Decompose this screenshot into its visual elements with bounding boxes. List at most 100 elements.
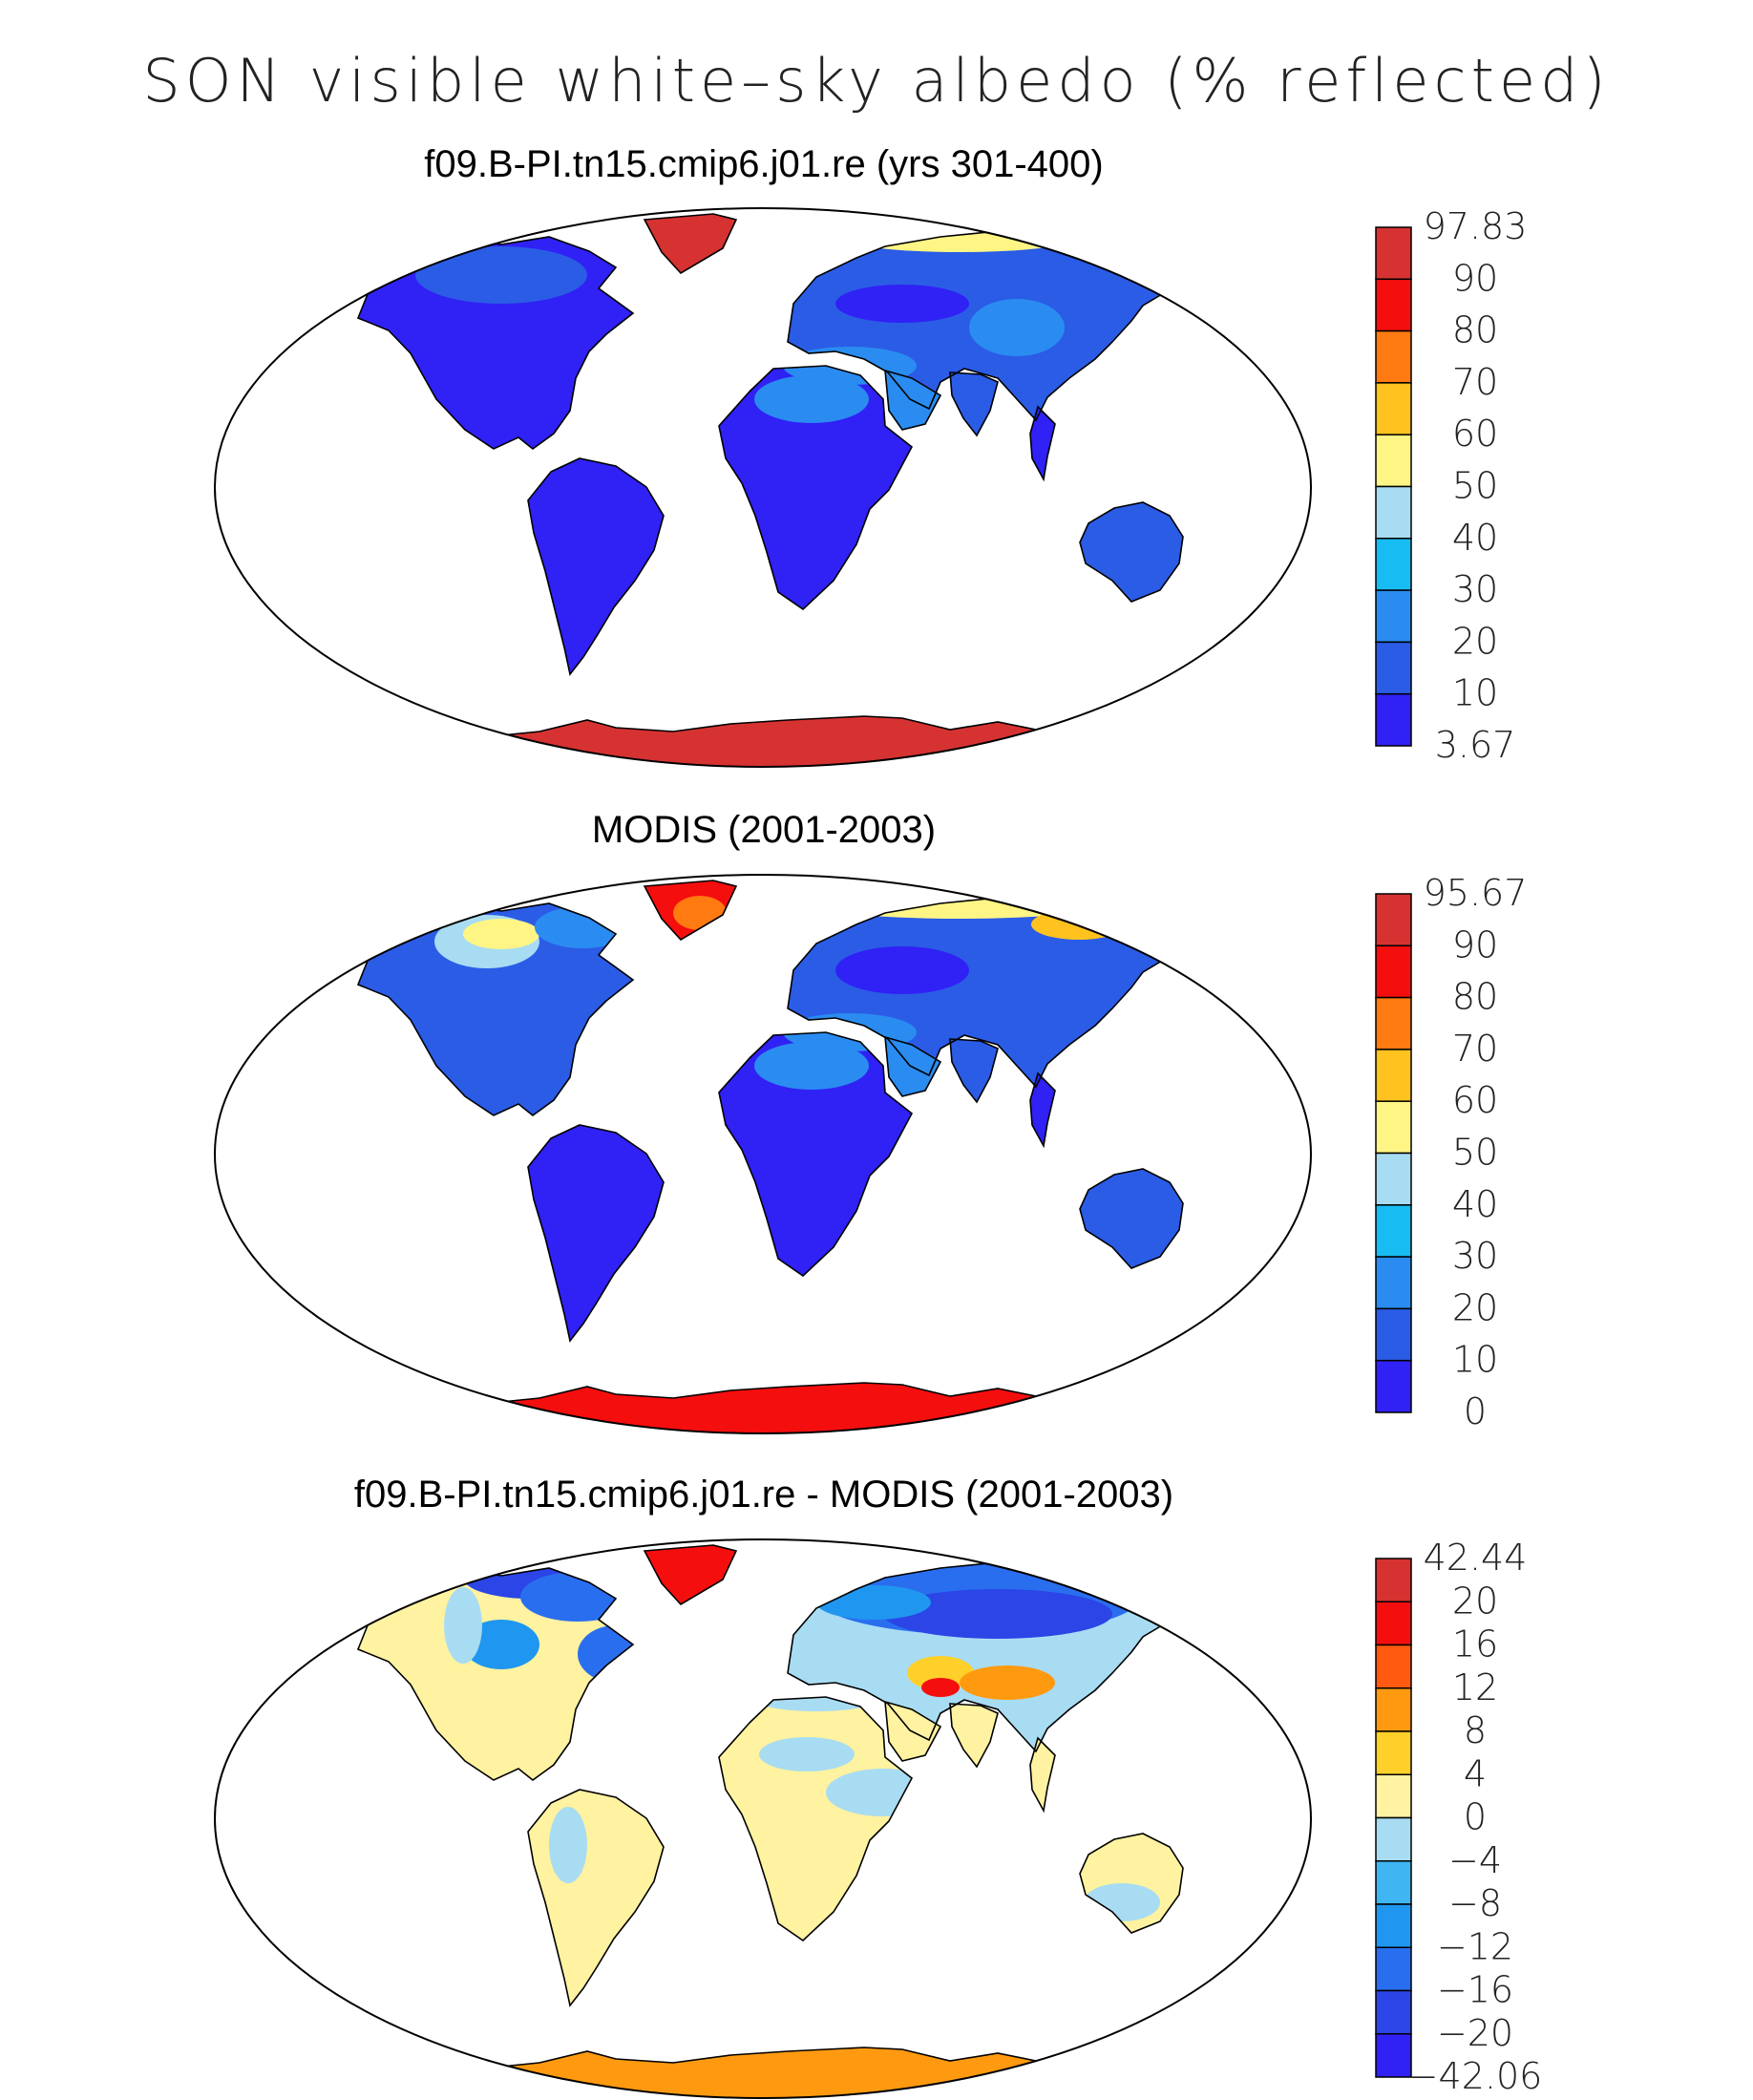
seasia-region bbox=[1030, 1073, 1055, 1146]
colorbar-label: 20 bbox=[1452, 620, 1498, 662]
eurasia-region bbox=[788, 898, 1170, 1087]
field-patch bbox=[520, 1572, 635, 1622]
india-region bbox=[950, 372, 998, 435]
colorbar-label: −8 bbox=[1448, 1882, 1502, 1924]
field-patch bbox=[1084, 1883, 1160, 1921]
figure-title: SON visible white–sky albedo (% reflecte… bbox=[142, 46, 1611, 116]
colorbar-label: 80 bbox=[1452, 976, 1498, 1018]
colorbar-swatch bbox=[1375, 1730, 1412, 1775]
namerica-region bbox=[358, 1568, 633, 1780]
colorbar-label: 0 bbox=[1464, 1796, 1487, 1838]
antarctica-region bbox=[396, 716, 1127, 767]
map-frame bbox=[214, 1538, 1312, 2099]
colorbar-label: 8 bbox=[1464, 1709, 1487, 1751]
field-patch bbox=[835, 285, 969, 323]
colorbar-swatch bbox=[1375, 1307, 1412, 1362]
colorbar-swatch bbox=[1375, 1989, 1412, 2035]
seasia-coastline bbox=[1029, 1736, 1056, 1814]
colorbar-label: 3.67 bbox=[1435, 724, 1516, 766]
field-patch bbox=[816, 1585, 931, 1620]
colorbar-label: −16 bbox=[1437, 1969, 1513, 2011]
colorbar-label: 90 bbox=[1452, 257, 1498, 299]
eurasia-coastline bbox=[787, 230, 1171, 422]
colorbar-2: 95.67 90 80 70 60 50 40 30 20 10 0 bbox=[1375, 872, 1527, 1432]
map-frame bbox=[214, 874, 1312, 1434]
colorbar-label: 90 bbox=[1452, 923, 1498, 965]
colorbar-swatch bbox=[1375, 641, 1412, 695]
colorbar-label: 40 bbox=[1452, 517, 1498, 559]
colorbar-label: 70 bbox=[1452, 1028, 1498, 1070]
arabia-coastline bbox=[884, 1035, 942, 1097]
colorbar-swatch bbox=[1375, 1687, 1412, 1732]
colorbar-label: 10 bbox=[1452, 672, 1498, 714]
colorbar-swatch bbox=[1375, 434, 1412, 488]
eurasia-coastline bbox=[787, 897, 1171, 1089]
colorbar-swatch bbox=[1375, 1644, 1412, 1689]
field-patch bbox=[582, 695, 602, 714]
samerica-coastline bbox=[527, 457, 665, 676]
colorbar-swatch bbox=[1375, 1359, 1412, 1413]
antarctica-region bbox=[396, 2047, 1127, 2098]
arabia-coastline bbox=[884, 369, 942, 431]
africa-coastline bbox=[718, 1031, 914, 1278]
field-patch bbox=[415, 246, 587, 304]
greenland-coastline bbox=[643, 213, 738, 275]
map-panel-2: 95.67 90 80 70 60 50 40 30 20 10 0 bbox=[214, 872, 1527, 1434]
india-coastline bbox=[949, 371, 999, 437]
colorbar-swatch bbox=[1375, 278, 1412, 332]
colorbar-swatch bbox=[1375, 329, 1412, 384]
colorbar-label: 16 bbox=[1452, 1623, 1498, 1665]
india-region bbox=[950, 1704, 998, 1767]
antarctica-region bbox=[396, 1383, 1127, 1433]
colorbar-swatch bbox=[1375, 1946, 1412, 1992]
colorbar-swatch bbox=[1375, 1558, 1412, 1602]
panel-3-title: f09.B-PI.tn15.cmip6.j01.re - MODIS (2001… bbox=[353, 1474, 1174, 1516]
colorbar-swatch bbox=[1375, 893, 1412, 947]
namerica-region bbox=[358, 903, 633, 1115]
colorbar-label: −12 bbox=[1437, 1925, 1513, 1967]
colorbar-label: 70 bbox=[1452, 361, 1498, 403]
colorbar-label: 0 bbox=[1464, 1390, 1487, 1432]
colorbar-label: 60 bbox=[1452, 1079, 1498, 1121]
colorbar-swatch bbox=[1375, 944, 1412, 999]
field-patch bbox=[535, 906, 630, 948]
samerica-region bbox=[528, 1125, 664, 1341]
seasia-coastline bbox=[1029, 1071, 1056, 1149]
land-field-1 bbox=[358, 214, 1183, 767]
map-frame bbox=[214, 207, 1312, 768]
colorbar-label: 20 bbox=[1452, 1286, 1498, 1328]
field-patch bbox=[444, 1587, 482, 1664]
australia-coastline bbox=[1079, 501, 1184, 603]
map-panel-1: 97.83 90 80 70 60 50 40 30 20 10 3.67 bbox=[214, 205, 1527, 768]
africa-region bbox=[719, 366, 912, 609]
colorbar-label: 50 bbox=[1452, 465, 1498, 507]
field-patch bbox=[960, 1665, 1055, 1700]
colorbar-label: 40 bbox=[1452, 1183, 1498, 1225]
colorbar-label: 50 bbox=[1452, 1132, 1498, 1174]
india-coastline bbox=[949, 1038, 999, 1104]
land-field-2 bbox=[358, 880, 1183, 1433]
colorbar-label: −42.06 bbox=[1408, 2055, 1543, 2097]
field-patch bbox=[969, 299, 1065, 356]
colorbar-label: −20 bbox=[1437, 2012, 1513, 2054]
panel-2-title: MODIS (2001-2003) bbox=[591, 809, 937, 851]
seasia-region bbox=[1030, 407, 1055, 479]
colorbar-swatch bbox=[1375, 2033, 1412, 2078]
colorbar-swatch bbox=[1375, 1204, 1412, 1258]
colorbar-label: 4 bbox=[1464, 1752, 1487, 1794]
seasia-region bbox=[1030, 1738, 1055, 1811]
colorbar-label: 42.44 bbox=[1424, 1537, 1528, 1579]
greenland-coastline bbox=[643, 880, 738, 942]
field-patch bbox=[826, 1769, 940, 1816]
field-patch bbox=[754, 1042, 869, 1090]
india-coastline bbox=[949, 1703, 999, 1769]
africa-coastline bbox=[718, 1696, 914, 1942]
colorbar-swatch bbox=[1375, 692, 1412, 747]
colorbar-swatch bbox=[1375, 1773, 1412, 1819]
colorbar-1: 97.83 90 80 70 60 50 40 30 20 10 3.67 bbox=[1375, 205, 1527, 766]
samerica-region bbox=[528, 458, 664, 674]
samerica-coastline bbox=[527, 1124, 665, 1343]
